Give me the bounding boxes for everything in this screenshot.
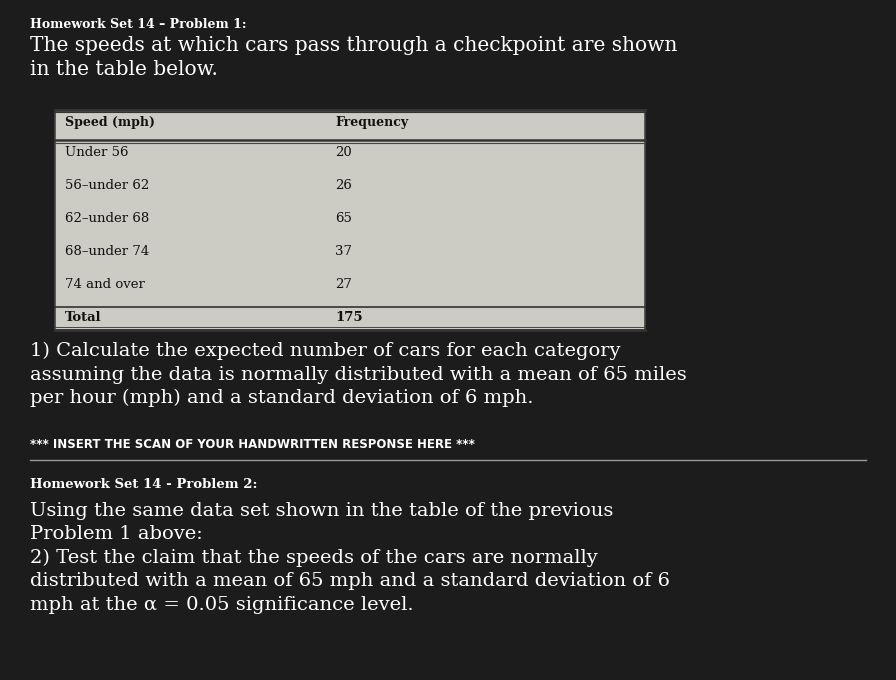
Text: 27: 27: [335, 278, 352, 291]
Text: Homework Set 14 - Problem 2:: Homework Set 14 - Problem 2:: [30, 478, 257, 491]
Text: 74 and over: 74 and over: [65, 278, 145, 291]
Text: 26: 26: [335, 179, 352, 192]
Bar: [55, 110, 645, 330]
Text: 65: 65: [335, 212, 352, 225]
Text: Speed (mph): Speed (mph): [65, 116, 155, 129]
Text: Frequency: Frequency: [335, 116, 408, 129]
Text: Using the same data set shown in the table of the previous
Problem 1 above:
2) T: Using the same data set shown in the tab…: [30, 502, 670, 613]
Text: 62–under 68: 62–under 68: [65, 212, 150, 225]
Text: 37: 37: [335, 245, 352, 258]
Text: 68–under 74: 68–under 74: [65, 245, 150, 258]
Text: 56–under 62: 56–under 62: [65, 179, 150, 192]
Text: Homework Set 14 – Problem 1:: Homework Set 14 – Problem 1:: [30, 18, 246, 31]
Text: 20: 20: [335, 146, 352, 159]
Text: 1) Calculate the expected number of cars for each category
assuming the data is : 1) Calculate the expected number of cars…: [30, 342, 686, 407]
Text: The speeds at which cars pass through a checkpoint are shown
in the table below.: The speeds at which cars pass through a …: [30, 36, 677, 80]
Text: Under 56: Under 56: [65, 146, 128, 159]
Text: *** INSERT THE SCAN OF YOUR HANDWRITTEN RESPONSE HERE ***: *** INSERT THE SCAN OF YOUR HANDWRITTEN …: [30, 438, 475, 451]
Text: 175: 175: [335, 311, 363, 324]
Text: Total: Total: [65, 311, 101, 324]
